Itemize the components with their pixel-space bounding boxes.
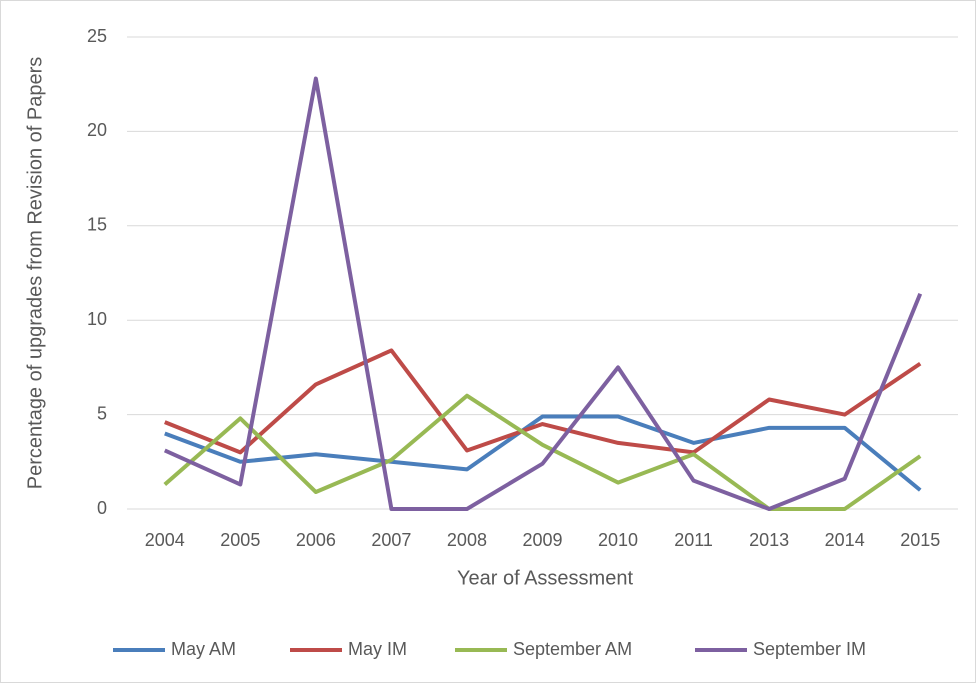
- y-tick-label: 20: [87, 120, 107, 140]
- x-tick-label: 2013: [749, 530, 789, 550]
- x-axis-title: Year of Assessment: [457, 567, 633, 589]
- x-tick-label: 2015: [900, 530, 940, 550]
- y-tick-label: 0: [97, 498, 107, 518]
- series-line: [164, 348, 922, 455]
- x-tick-label: 2009: [522, 530, 562, 550]
- x-tick-label: 2005: [220, 530, 260, 550]
- y-tick-label: 15: [87, 215, 107, 235]
- x-tick-label: 2008: [447, 530, 487, 550]
- y-tick-label: 25: [87, 26, 107, 46]
- x-tick-label: 2006: [296, 530, 336, 550]
- series-line: [163, 76, 923, 511]
- legend-label: May AM: [171, 639, 236, 659]
- x-tick-label: 2011: [674, 530, 713, 550]
- x-tick-label: 2010: [598, 530, 638, 550]
- y-tick-label: 5: [97, 403, 107, 423]
- x-tick-label: 2014: [825, 530, 865, 550]
- y-axis-title: Percentage of upgrades from Revision of …: [24, 57, 46, 489]
- y-tick-label: 10: [87, 309, 107, 329]
- x-tick-label: 2004: [145, 530, 185, 550]
- legend-label: May IM: [348, 639, 407, 659]
- legend-label: September AM: [513, 639, 632, 659]
- x-tick-label: 2007: [371, 530, 411, 550]
- series-line: [163, 393, 922, 511]
- legend-label: September IM: [753, 639, 866, 659]
- series-line: [164, 414, 922, 492]
